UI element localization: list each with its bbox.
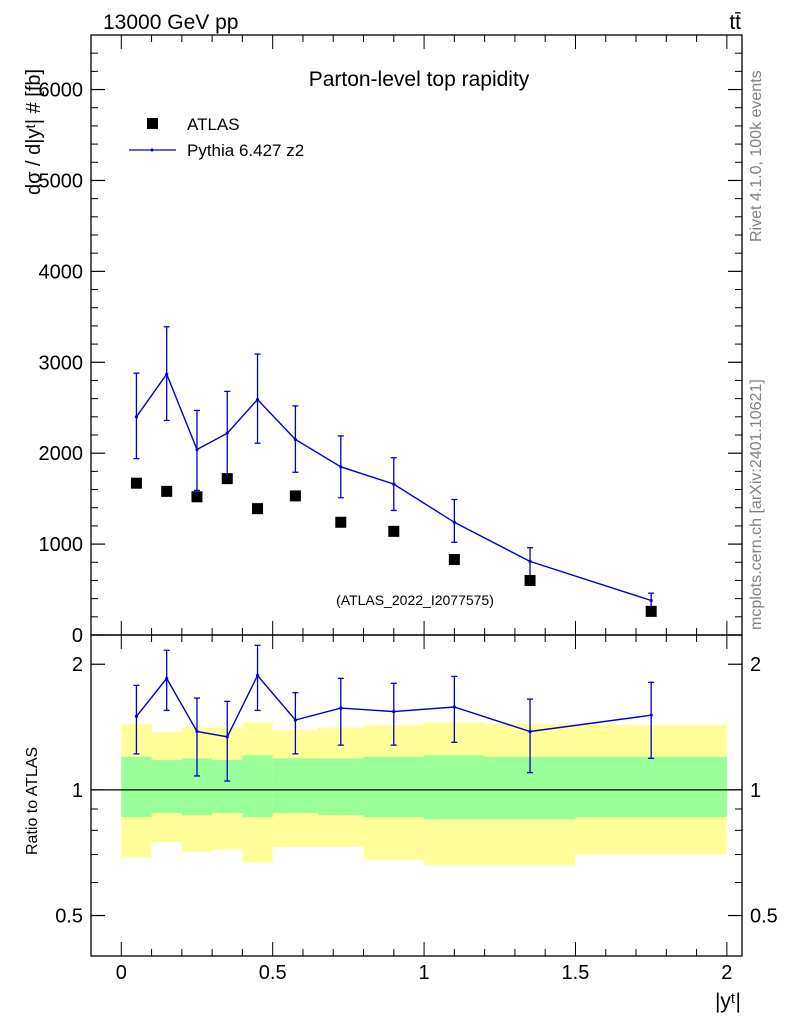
uncertainty-band-inner: [424, 755, 485, 820]
mc-point: [225, 431, 229, 435]
ratio-mc-point: [339, 706, 343, 710]
atlas-data-point: [388, 525, 400, 537]
atlas-data-point: [448, 554, 460, 566]
main-ylabel: dσ / d|yᵗ| # [fb]: [23, 69, 45, 195]
ratio-ytick-label: 2: [72, 654, 83, 676]
mc-point: [134, 415, 139, 419]
xtick-label: 1.5: [562, 962, 590, 984]
ratio-mc-point: [195, 729, 199, 734]
xtick-label: 1: [419, 962, 430, 984]
ratio-mc-point: [452, 705, 456, 709]
atlas-data-point: [524, 574, 536, 586]
main-title: Parton-level top rapidity: [309, 68, 530, 91]
atlas-data-point: [335, 516, 347, 528]
ratio-mc-point: [293, 718, 297, 722]
atlas-data-point: [289, 490, 301, 502]
mc-point: [165, 372, 169, 376]
main-plot-area: [130, 326, 657, 617]
ratio-plot-area: [91, 644, 742, 866]
atlas-data-point: [161, 485, 173, 497]
uncertainty-band-inner: [242, 755, 273, 818]
main-ytick-label: 3000: [39, 352, 84, 374]
ratio-mc-point: [134, 714, 139, 718]
mc-point: [452, 520, 456, 524]
main-ytick-label: 0: [72, 625, 83, 647]
uncertainty-band-inner: [151, 759, 182, 814]
atlas-data-point: [252, 503, 264, 515]
legend: ATLAS Pythia 6.427 z2: [129, 115, 304, 160]
main-ytick-label: 2000: [39, 443, 84, 465]
main-ytick-label: 6000: [39, 80, 84, 102]
ratio-mc-point: [649, 713, 653, 717]
rivet-label: Rivet 4.1.0, 100k events: [748, 70, 765, 242]
uncertainty-band-inner: [318, 758, 364, 816]
legend-atlas-label: ATLAS: [187, 115, 240, 134]
mc-point: [649, 598, 653, 603]
mc-point: [293, 437, 297, 442]
ratio-ytick-label: 0.5: [55, 906, 83, 928]
uncertainty-band-inner: [121, 756, 152, 818]
ratio-ytick-label-right: 1: [750, 780, 761, 802]
atlas-data-point: [191, 491, 203, 503]
ratio-mc-point: [392, 710, 396, 714]
ratio-panel: 0.5 0.5 1 1 2 2 0 0.5 1 1.5 2 Ratio to ATLAS |yᵗ|: [24, 634, 778, 1013]
process-label: tt̄: [729, 11, 741, 34]
legend-mc-label: Pythia 6.427 z2: [187, 141, 304, 160]
ratio-mc-point: [528, 729, 532, 734]
atlas-data-point: [130, 477, 142, 489]
ratio-mc-point: [225, 735, 229, 739]
uncertainty-band-inner: [272, 758, 319, 814]
ratio-mc-point: [255, 673, 260, 678]
ratio-axis-ticks: 0.5 0.5 1 1 2 2 0 0.5 1 1.5 2: [55, 635, 778, 984]
xtick-label: 0: [116, 962, 127, 984]
xtick-label: 0.5: [259, 962, 287, 984]
mc-point: [528, 559, 532, 563]
mcplots-label: mcplots.cern.ch [arXiv:2401.10621]: [748, 379, 765, 630]
atlas-data-point: [221, 473, 233, 485]
mc-point: [339, 465, 343, 469]
mc-point: [392, 482, 396, 486]
ratio-mc-point: [165, 676, 169, 680]
main-ytick-label: 5000: [39, 170, 84, 192]
uncertainty-band-inner: [575, 756, 727, 818]
main-panel: 0 1000 2000 3000 4000 5000 6000 Parton-level t…: [23, 34, 743, 647]
xaxis-label: |yᵗ|: [715, 990, 741, 1013]
mc-point: [255, 397, 260, 402]
main-ytick-label: 4000: [39, 261, 84, 283]
ratio-ytick-label: 1: [72, 780, 83, 802]
main-ytick-label: 1000: [39, 534, 84, 556]
mc-point: [195, 447, 199, 452]
uncertainty-band-inner: [363, 756, 425, 818]
legend-atlas-marker: [147, 118, 158, 129]
watermark: (ATLAS_2022_I2077575): [336, 592, 494, 608]
ratio-ytick-label-right: 0.5: [750, 906, 778, 928]
main-axis-ticks: 0 1000 2000 3000 4000 5000 6000: [39, 34, 742, 647]
atlas-data-point: [645, 605, 657, 617]
energy-label: 13000 GeV pp: [103, 11, 238, 34]
legend-mc-marker: [150, 148, 154, 152]
ratio-frame: [90, 634, 743, 957]
xtick-label: 2: [721, 962, 732, 984]
ratio-ylabel: Ratio to ATLAS: [24, 747, 41, 855]
ratio-ytick-label-right: 2: [750, 654, 761, 676]
